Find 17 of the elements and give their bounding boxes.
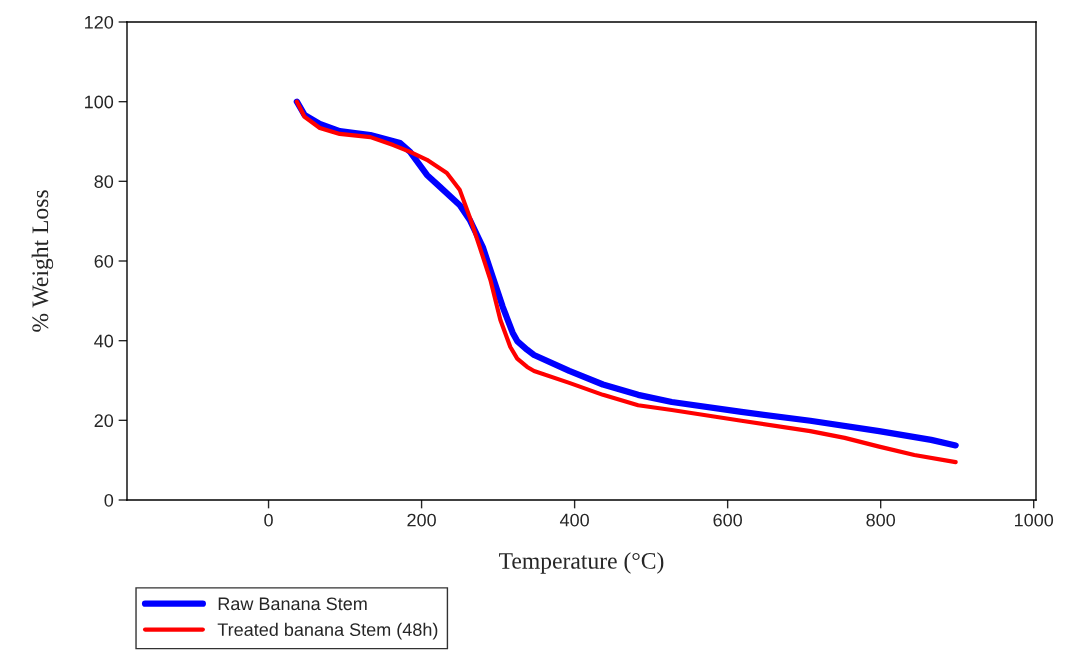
x-tick-label: 600 — [713, 513, 742, 527]
y-tick-label: 100 — [85, 95, 114, 109]
y-tick-label: 120 — [85, 15, 114, 29]
x-tick-label: 400 — [559, 513, 589, 527]
legend-label: Raw Banana Stem — [218, 597, 367, 611]
x-tick-label: 0 — [264, 513, 273, 527]
y-tick-label: 40 — [94, 334, 114, 348]
y-tick-label: 80 — [94, 175, 114, 189]
x-tick-label: 800 — [866, 513, 896, 527]
y-tick-label: 20 — [94, 414, 114, 428]
x-tick-label: 1000 — [1015, 513, 1054, 527]
x-tick-label: 200 — [407, 513, 436, 527]
x-axis-title: Temperature (°C) — [499, 552, 664, 574]
y-tick-label: 0 — [104, 493, 114, 507]
legend-label: Treated banana Stem (48h) — [217, 622, 438, 640]
y-tick-label: 60 — [94, 254, 114, 268]
y-axis-title: % Weight Loss — [31, 190, 54, 332]
